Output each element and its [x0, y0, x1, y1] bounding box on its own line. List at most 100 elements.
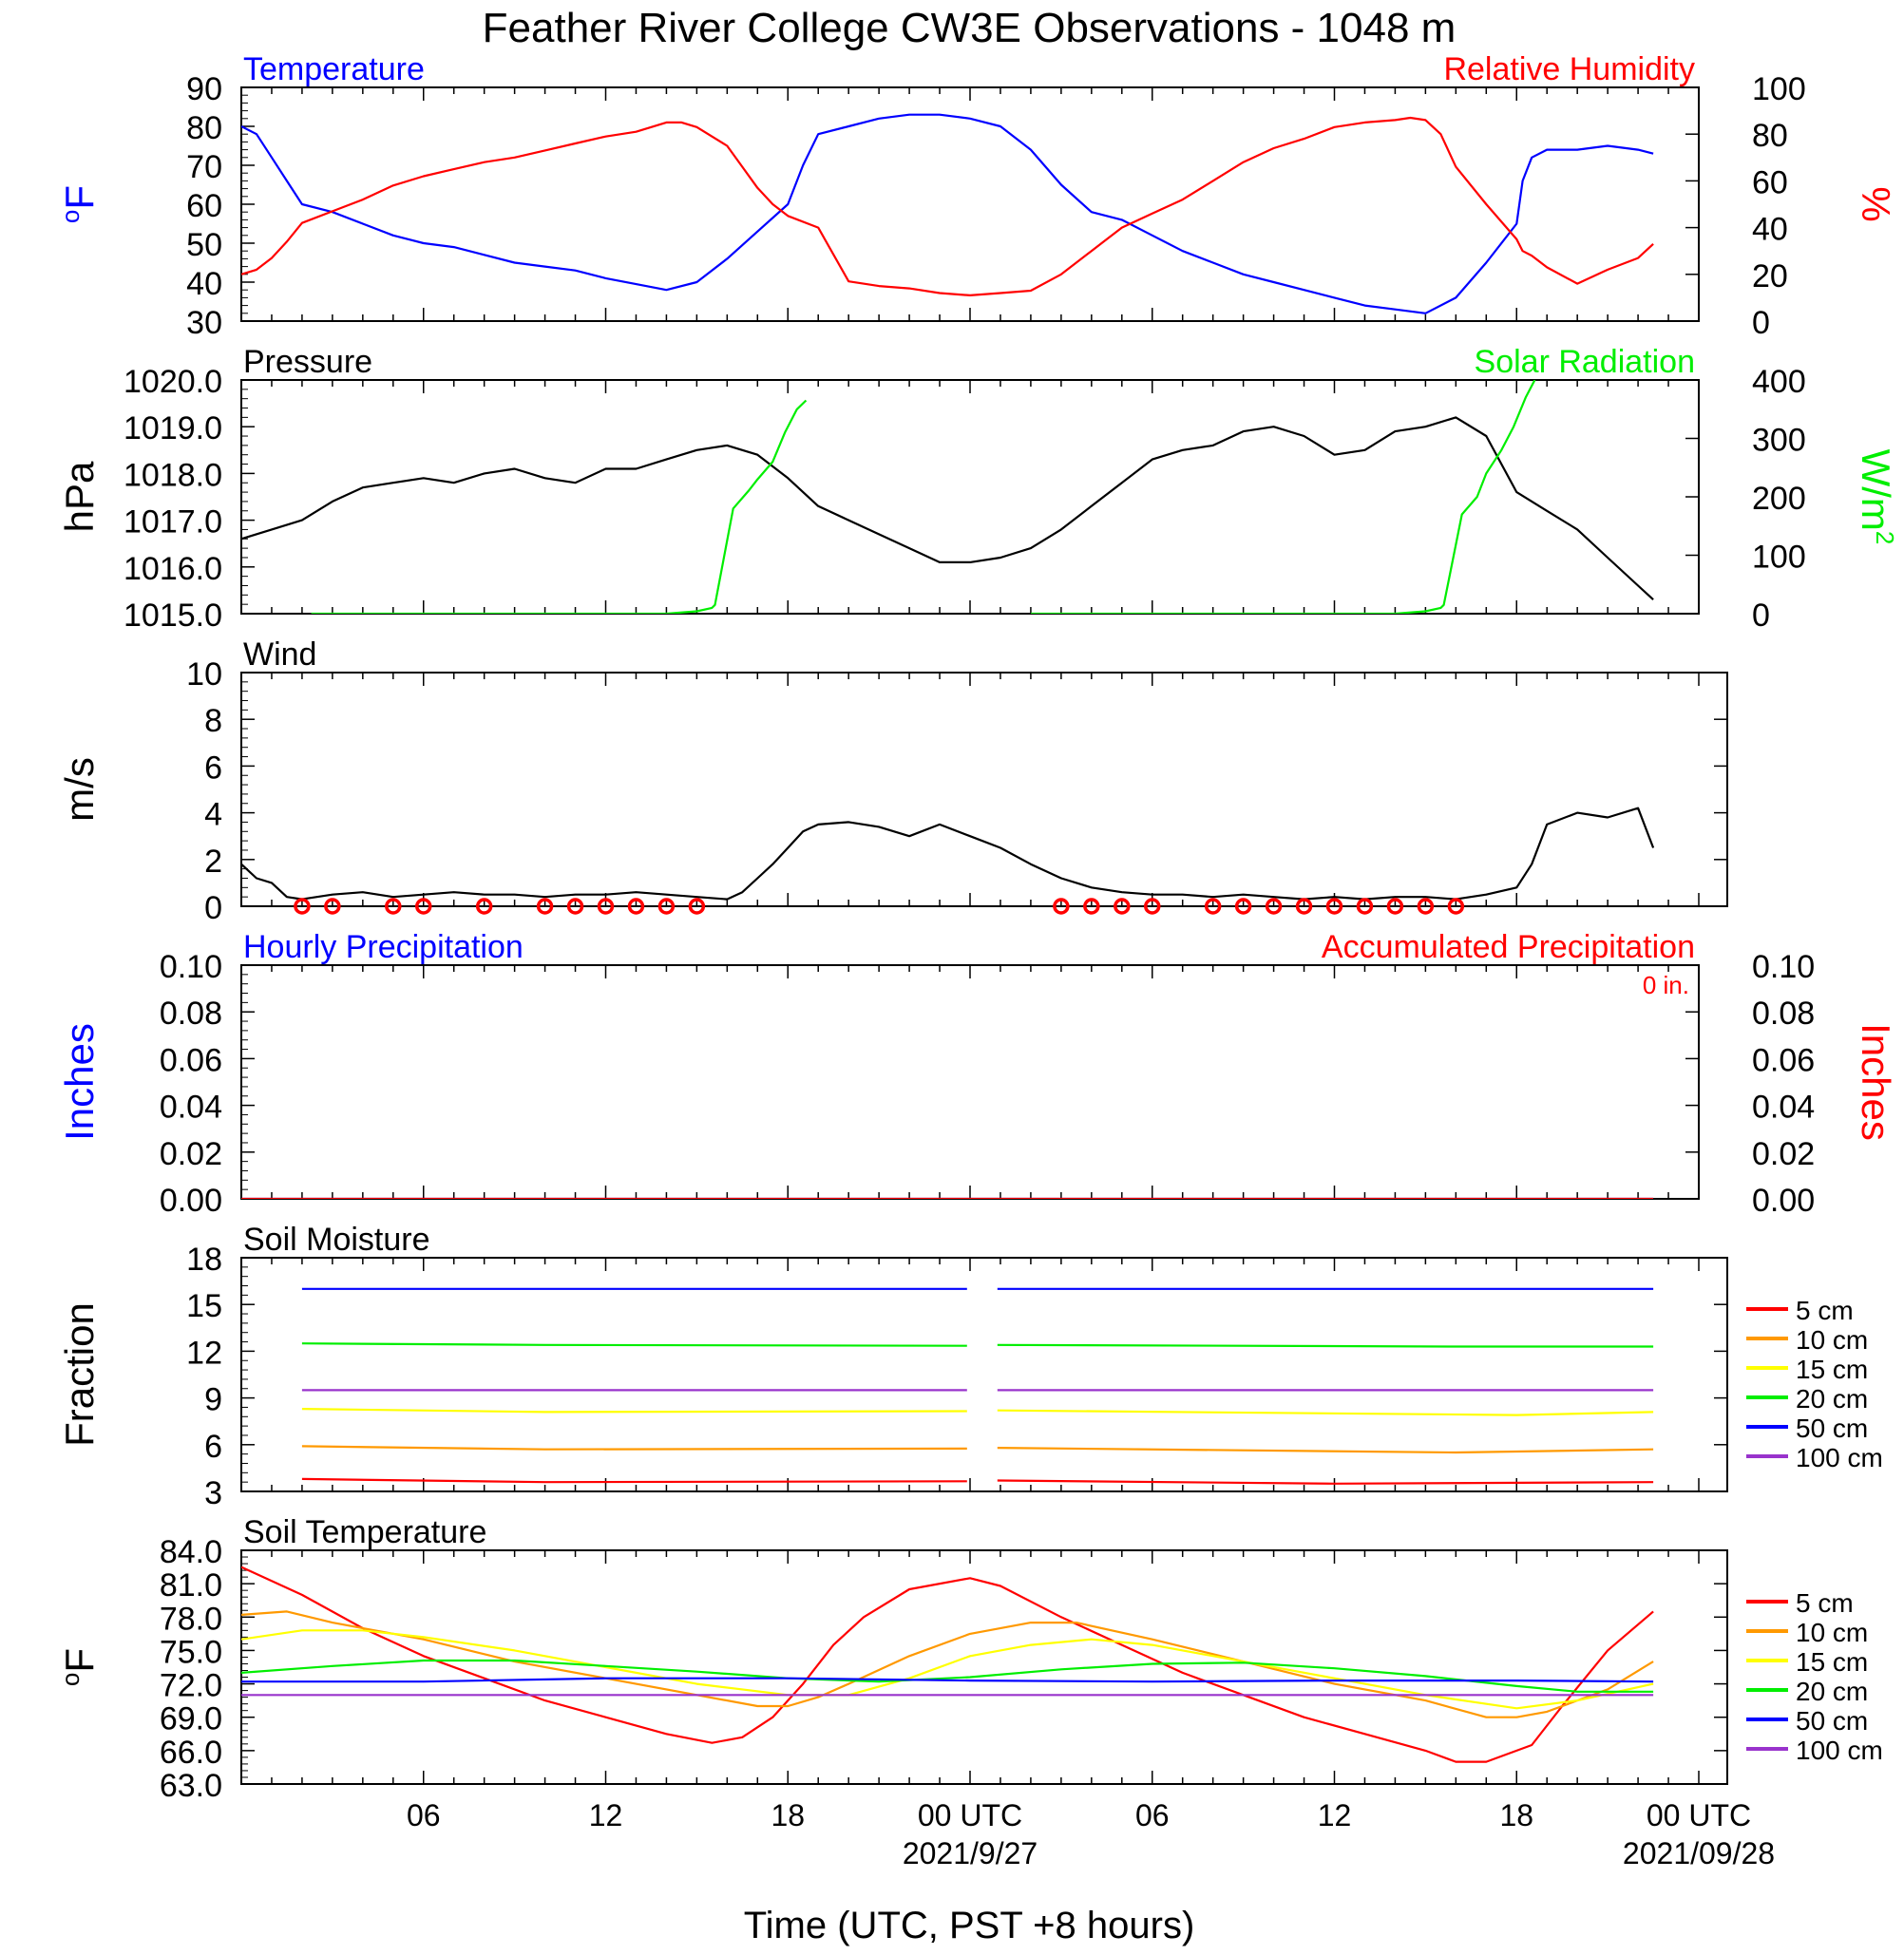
y-tick-label: 0.04: [160, 1090, 222, 1126]
y-tick-label: 0.08: [160, 996, 222, 1032]
calm-wind-marker: [1356, 898, 1374, 915]
y-tick-label: 1018.0: [124, 457, 222, 493]
series-group: [301, 1287, 1654, 1485]
x-date-label: 2021/09/28: [1623, 1836, 1775, 1870]
y-tick-label: 40: [186, 266, 222, 302]
y-tick-label: 72.0: [160, 1668, 222, 1704]
series-line-relative-humidity: [241, 116, 1654, 296]
y-tick-label: 75.0: [160, 1634, 222, 1670]
y-axis-label-right: W/m2: [1854, 449, 1899, 545]
legend-label: 100 cm: [1796, 1443, 1883, 1472]
series-group: [241, 1566, 1654, 1763]
panel-soil_moisture: 3 6 9 12 15 18 Soil Moisture Fraction: [57, 1222, 1728, 1511]
x-tick-label: 06: [1135, 1798, 1170, 1832]
legend-label: 10 cm: [1796, 1325, 1868, 1355]
series-line-20-cm: [241, 1659, 1654, 1693]
y-tick-label: 66.0: [160, 1735, 222, 1771]
x-tick-label: 12: [1318, 1798, 1352, 1832]
series-group: [241, 380, 1654, 614]
y2-tick-label: 40: [1752, 212, 1788, 248]
y-tick-label: 60: [186, 188, 222, 224]
legend-label: 10 cm: [1796, 1618, 1868, 1647]
y-tick-label: 0.02: [160, 1136, 222, 1172]
y-tick-label: 84.0: [160, 1534, 222, 1570]
calm-wind-marker: [415, 898, 432, 915]
y-tick-label: 30: [186, 305, 222, 341]
calm-wind-marker: [1114, 898, 1131, 915]
calm-wind-marker: [1447, 898, 1465, 915]
y2-tick-label: 400: [1752, 364, 1806, 400]
calm-wind-marker: [657, 898, 676, 915]
y-tick-label: 4: [204, 797, 222, 833]
panel-wind: 0 2 4 6 8 10 Wind m/s: [57, 636, 1728, 926]
y-axis-label-left: hPa: [57, 461, 102, 532]
y-tick-label: 50: [186, 227, 222, 263]
panel-title-left: Pressure: [243, 344, 372, 380]
legend-label: 20 cm: [1796, 1384, 1868, 1414]
y-tick-label: 10: [186, 656, 222, 693]
series-line-temperature: [241, 113, 1654, 314]
y-tick-label: 0.06: [160, 1042, 222, 1078]
legend-label: 5 cm: [1796, 1588, 1854, 1618]
panel-title-right: Accumulated Precipitation: [1322, 929, 1695, 965]
y2-tick-label: 100: [1752, 71, 1806, 107]
calm-wind-marker: [627, 898, 645, 915]
x-tick-label: 00 UTC: [1647, 1798, 1751, 1832]
y-axis-label-right: %: [1854, 186, 1898, 221]
y-tick-label: 15: [186, 1288, 222, 1324]
series-line-5-cm: [301, 1477, 1654, 1485]
calm-wind-marker: [1204, 898, 1222, 915]
series-line-solar-radiation: [311, 399, 808, 614]
y-tick-label: 70: [186, 149, 222, 185]
y-tick-label: 63.0: [160, 1768, 222, 1804]
calm-wind-marker: [536, 898, 554, 915]
calm-wind-marker: [385, 898, 402, 915]
y-tick-label: 8: [204, 703, 222, 739]
x-tick-label: 00 UTC: [918, 1798, 1022, 1832]
panel-pressure_solar: 1015.0 1016.0 1017.0 1018.0 1019.0 1020.0 0 100…: [57, 344, 1899, 634]
y2-tick-label: 0.08: [1752, 996, 1815, 1032]
panel-title-left: Soil Temperature: [243, 1514, 486, 1550]
plot-frame: [240, 1257, 1728, 1492]
y-tick-label: 81.0: [160, 1567, 222, 1604]
y-axis-label-left: oF: [56, 1648, 102, 1686]
y2-tick-label: 20: [1752, 258, 1788, 294]
series-line-pressure: [241, 416, 1654, 601]
series-line-50-cm: [241, 1677, 1654, 1683]
y2-tick-label: 300: [1752, 423, 1806, 459]
calm-wind-marker: [566, 898, 584, 915]
plot-frame: [240, 964, 1700, 1200]
series-line-20-cm: [301, 1342, 1654, 1348]
x-tick-label: 06: [407, 1798, 441, 1832]
legend-label: 50 cm: [1796, 1414, 1868, 1443]
x-axis: 06 12 18 00 UTC 06 12 18 00 UTC 2021/9/27 2021/09…: [407, 1798, 1775, 1870]
y2-tick-label: 200: [1752, 481, 1806, 517]
y-tick-label: 0.10: [160, 949, 222, 985]
plot-frame: [240, 379, 1700, 615]
y-tick-label: 1017.0: [124, 504, 222, 541]
series-line-solar-radiation: [1030, 380, 1536, 614]
legend-label: 50 cm: [1796, 1706, 1868, 1736]
y-tick-label: 6: [204, 750, 222, 786]
panel-annotation: 0 in.: [1643, 971, 1689, 999]
series-line-15-cm: [301, 1408, 1654, 1416]
panel-title-right: Solar Radiation: [1475, 344, 1695, 380]
series-line-10-cm: [241, 1610, 1654, 1718]
series-line-5-cm: [241, 1566, 1654, 1763]
calm-wind-marker: [1386, 898, 1404, 915]
y-tick-label: 1015.0: [124, 598, 222, 634]
calm-wind-marker: [1234, 898, 1252, 915]
calm-wind-marker: [1083, 898, 1100, 915]
panel-title-left: Soil Moisture: [243, 1222, 430, 1258]
series-group: [241, 113, 1654, 314]
y2-tick-label: 80: [1752, 118, 1788, 154]
series-line-15-cm: [241, 1629, 1654, 1710]
calm-wind-marker: [1417, 898, 1435, 915]
y-tick-label: 12: [186, 1335, 222, 1371]
y2-tick-label: 0.00: [1752, 1183, 1815, 1219]
x-tick-label: 18: [1499, 1798, 1533, 1832]
y2-tick-label: 0.04: [1752, 1090, 1815, 1126]
calm-wind-marker: [1265, 898, 1283, 915]
series-group: [241, 807, 1655, 901]
